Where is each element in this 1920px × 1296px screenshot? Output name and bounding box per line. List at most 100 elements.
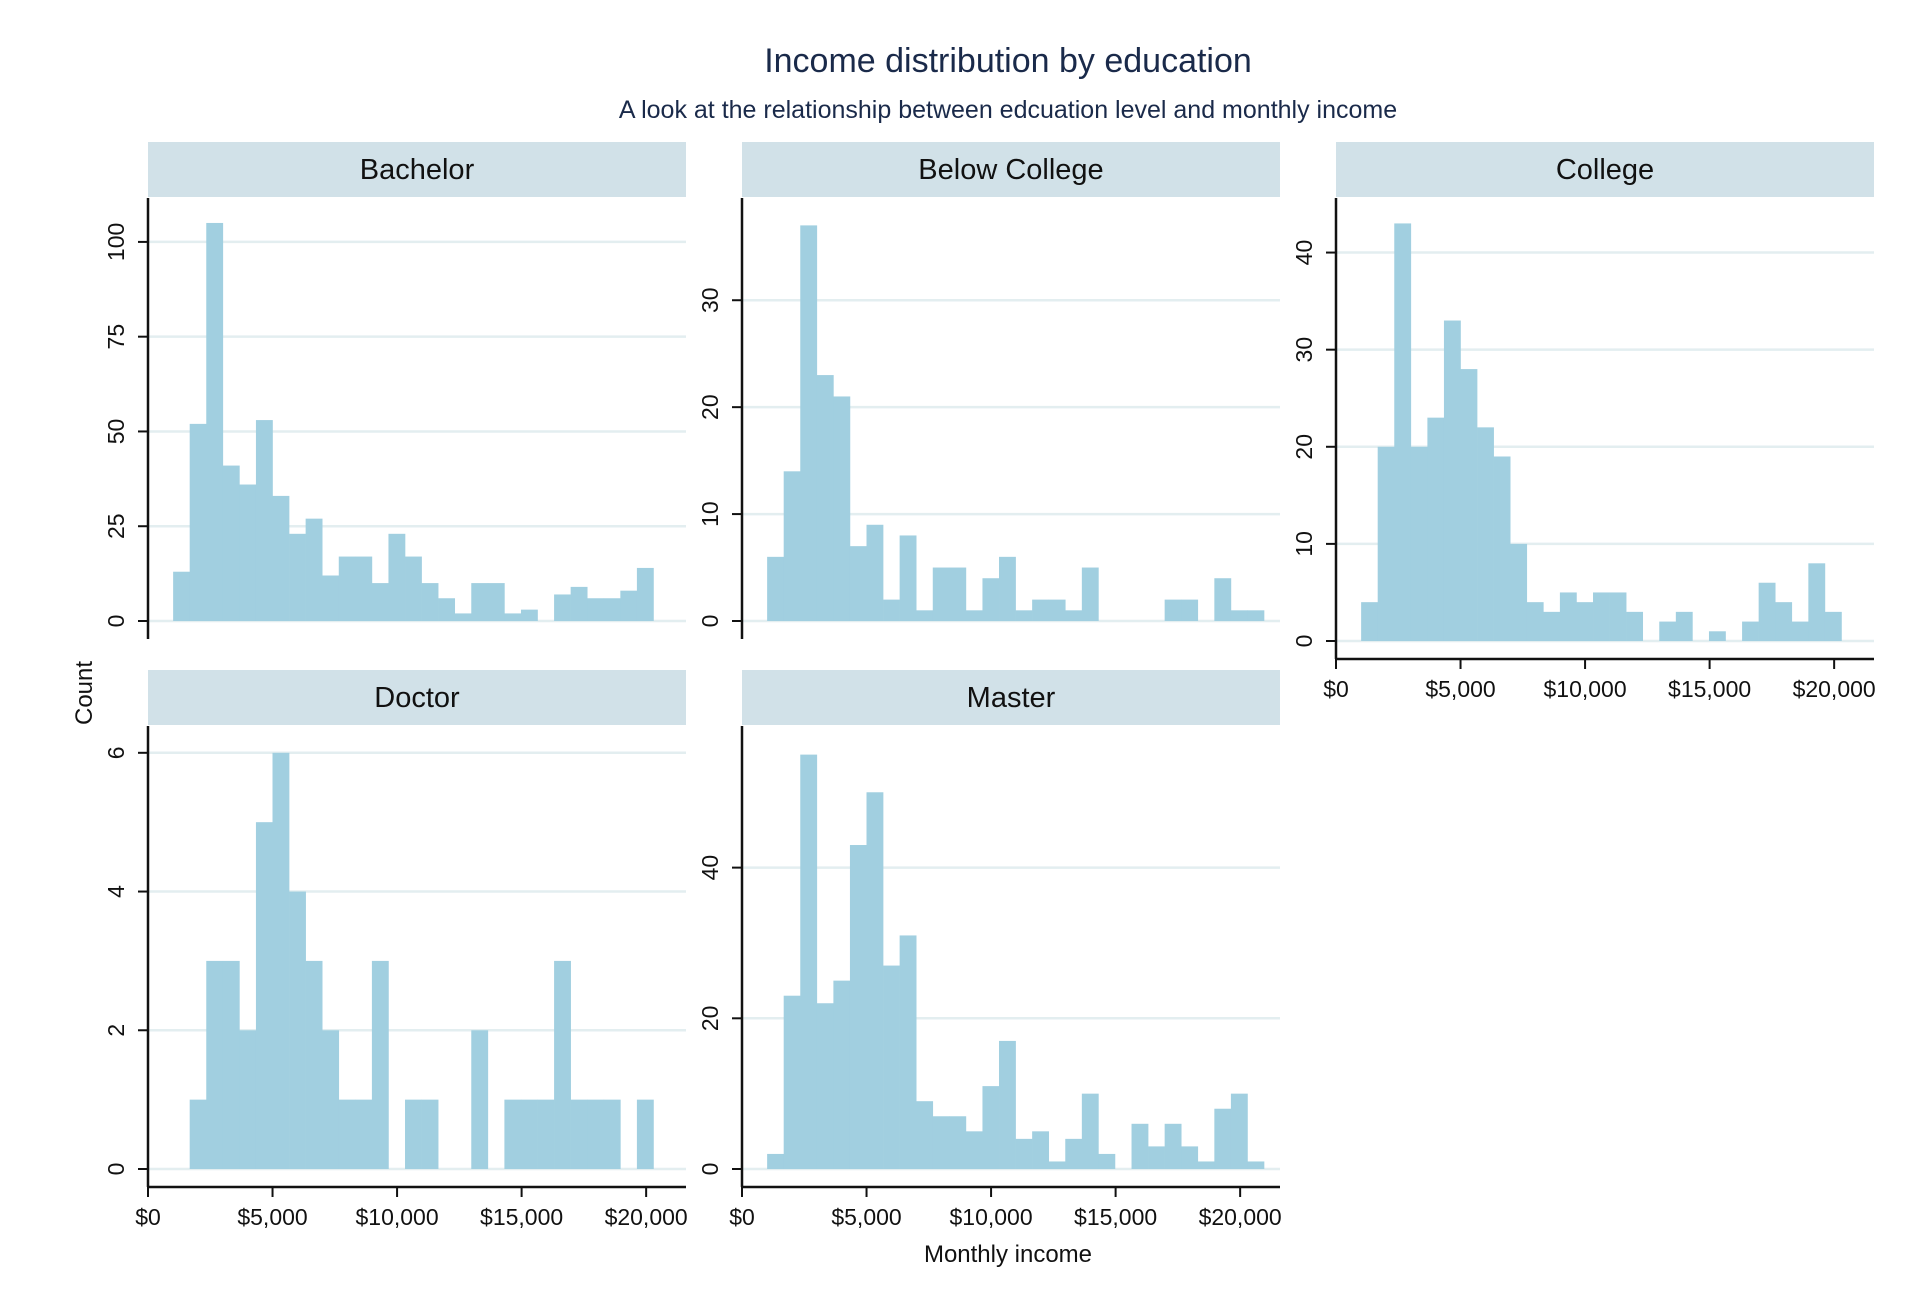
bar-doctor	[289, 891, 306, 1169]
bar-master	[1230, 1093, 1248, 1169]
bar-doctor	[371, 960, 389, 1169]
bar-bachelor	[520, 609, 538, 621]
y-tick-label-college: 10	[1291, 531, 1317, 557]
bar-college	[1493, 456, 1511, 641]
bar-bachelor	[554, 594, 571, 621]
bar-bachelor	[405, 556, 422, 621]
bar-bachelor	[603, 598, 621, 621]
bar-college	[1659, 621, 1677, 641]
bar-college	[1477, 427, 1494, 641]
bar-below-college	[1081, 567, 1099, 621]
bar-college	[1775, 602, 1793, 641]
y-tick-label-below-college: 30	[697, 287, 723, 313]
panel-bachelor: Bachelor 0 25 50 75 100	[103, 142, 686, 639]
bar-college	[1526, 602, 1544, 641]
bar-doctor	[222, 960, 240, 1169]
bar-master	[833, 980, 851, 1169]
bar-doctor	[189, 1099, 207, 1169]
bar-doctor	[520, 1099, 538, 1169]
bar-college	[1543, 611, 1561, 641]
x-tick-label-college: $10,000	[1544, 676, 1627, 702]
x-tick-label-doctor: $15,000	[480, 1204, 563, 1230]
strip-master	[742, 670, 1280, 725]
x-axis-title: Monthly income	[924, 1241, 1092, 1268]
y-tick-label-doctor: 6	[103, 746, 129, 759]
bar-bachelor	[471, 583, 489, 621]
bar-doctor	[537, 1099, 555, 1169]
bar-below-college	[833, 396, 851, 621]
x-tick-label-doctor: $0	[135, 1204, 161, 1230]
bar-college	[1460, 369, 1478, 641]
bar-bachelor	[421, 583, 439, 621]
y-tick-label-bachelor: 25	[103, 513, 129, 539]
bar-below-college	[1065, 610, 1083, 621]
bar-college	[1808, 563, 1826, 641]
bar-master	[1048, 1161, 1066, 1169]
bar-master	[1032, 1131, 1050, 1169]
bar-below-college	[1230, 610, 1248, 621]
bar-college	[1593, 592, 1610, 641]
y-tick-label-below-college: 20	[697, 394, 723, 420]
bar-bachelor	[355, 556, 373, 621]
bar-college	[1394, 223, 1412, 641]
strip-label-bachelor: Bachelor	[360, 154, 475, 186]
bar-doctor	[239, 1030, 257, 1169]
bar-below-college	[916, 610, 934, 621]
strip-college	[1336, 142, 1874, 197]
bar-master	[1148, 1146, 1165, 1169]
chart-title: Income distribution by education	[764, 42, 1252, 80]
strip-bachelor	[148, 142, 686, 197]
bar-college	[1576, 602, 1594, 641]
bar-college	[1708, 631, 1726, 641]
bar-master	[816, 1003, 834, 1169]
bar-master	[1197, 1161, 1215, 1169]
bar-master	[982, 1086, 1000, 1169]
bar-college	[1361, 602, 1378, 641]
bar-below-college	[1015, 610, 1033, 621]
bar-doctor	[504, 1099, 522, 1169]
panel-college: College 0 10 20 30 40 $0 $5,000 $10,000 $15,000 $2…	[1291, 142, 1876, 702]
bar-master	[1247, 1161, 1265, 1169]
bar-doctor	[405, 1099, 422, 1169]
bar-college	[1410, 446, 1428, 641]
bar-master	[1164, 1123, 1182, 1169]
bar-master	[949, 1116, 967, 1169]
bar-college	[1742, 621, 1759, 641]
bar-college	[1791, 621, 1809, 641]
y-tick-label-college: 40	[1291, 240, 1317, 266]
bar-bachelor	[388, 533, 406, 621]
bar-bachelor	[570, 586, 588, 621]
bar-master	[965, 1131, 983, 1169]
x-tick-label-master: $10,000	[950, 1204, 1033, 1230]
bar-doctor	[471, 1030, 489, 1169]
bar-bachelor	[487, 583, 505, 621]
bar-below-college	[1181, 599, 1199, 621]
y-tick-label-bachelor: 50	[103, 419, 129, 445]
bar-bachelor	[322, 575, 340, 621]
y-tick-label-below-college: 0	[697, 615, 723, 628]
bar-bachelor	[504, 613, 522, 621]
bar-master	[899, 935, 917, 1169]
bar-below-college	[982, 578, 1000, 621]
bar-below-college	[949, 567, 967, 621]
panel-master: Master 0 20 40 $0 $5,000 $10,000 $15,000 $20,000	[697, 670, 1282, 1230]
bar-below-college	[866, 524, 884, 621]
bar-doctor	[338, 1099, 356, 1169]
bar-below-college	[800, 225, 818, 621]
bar-below-college	[1247, 610, 1265, 621]
x-tick-label-doctor: $10,000	[356, 1204, 439, 1230]
bar-bachelor	[289, 533, 306, 621]
bar-college	[1824, 611, 1842, 641]
bar-below-college	[1164, 599, 1182, 621]
bar-doctor	[322, 1030, 340, 1169]
bar-below-college	[999, 556, 1016, 621]
bar-bachelor	[222, 465, 240, 621]
bar-doctor	[554, 960, 571, 1169]
y-tick-label-master: 0	[697, 1163, 723, 1176]
bar-bachelor	[636, 567, 654, 621]
bar-master	[1131, 1123, 1149, 1169]
bar-below-college	[883, 599, 900, 621]
x-tick-label-college: $5,000	[1425, 676, 1495, 702]
x-tick-label-master: $5,000	[831, 1204, 901, 1230]
